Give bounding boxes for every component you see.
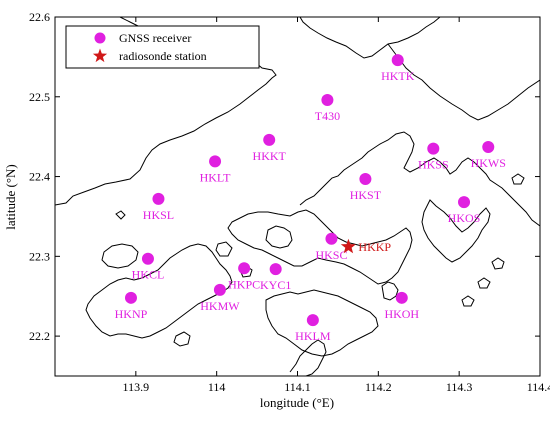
coastline-mawan <box>215 241 233 257</box>
y-tick-label: 22.4 <box>29 170 50 184</box>
gnss-marker-hkss <box>427 142 440 155</box>
gnss-marker-hksc <box>325 232 338 245</box>
gnss-marker-hkkt <box>263 133 276 146</box>
gnss-marker-kyc1 <box>269 263 282 276</box>
gnss-marker-t430 <box>321 93 334 106</box>
coastline-lamma <box>289 339 327 376</box>
radiosonde-marker-hkkp <box>340 238 356 254</box>
coastline-north <box>299 17 441 59</box>
gnss-label-t430: T430 <box>315 109 340 123</box>
gnss-label-hkkt: HKKT <box>253 149 287 163</box>
coastline-east-island-b <box>477 277 491 289</box>
coastline-airport <box>101 243 139 269</box>
gnss-label-hkws: HKWS <box>471 156 506 170</box>
x-axis-title: longitude (°E) <box>260 395 334 410</box>
gnss-marker-hklt <box>209 155 222 168</box>
coastline-tsing-yi <box>265 225 293 249</box>
gnss-marker-hkcl <box>141 252 154 265</box>
gnss-marker-hkws <box>482 141 495 154</box>
stations-layer: HKTK T430 HKKT HKLT HKSS HKWS HKST HKSL HKOS HKSC… <box>115 54 506 343</box>
coastlines <box>55 17 540 376</box>
gnss-label-hkmw: HKMW <box>200 299 240 313</box>
gnss-label-hkst: HKST <box>350 188 382 202</box>
plot-frame <box>54 16 541 377</box>
gnss-label-hktk: HKTK <box>381 69 415 83</box>
x-tick-label: 114.3 <box>446 380 473 394</box>
coastline-cheung-chau <box>173 331 191 347</box>
gnss-label-kyc1: KYC1 <box>260 278 291 292</box>
gnss-marker-hksl <box>152 192 165 205</box>
legend: GNSS receiver radiosonde station <box>65 25 260 69</box>
coastline-saikung <box>421 199 491 263</box>
gnss-label-hkcl: HKCL <box>132 268 165 282</box>
x-tick-label: 114.4 <box>527 380 550 394</box>
y-tick-label: 22.5 <box>29 90 50 104</box>
coastline-northeast <box>387 43 540 121</box>
gnss-marker-hktk <box>391 54 404 67</box>
gnss-marker-hkoh <box>395 291 408 304</box>
coastline-west-isle <box>115 210 126 220</box>
y-axis-title: latitude (°N) <box>3 164 18 229</box>
coastline-kowloon <box>227 209 413 285</box>
gnss-label-hklm: HKLM <box>295 329 331 343</box>
x-tick-label: 114.2 <box>365 380 392 394</box>
gnss-marker-hkmw <box>213 283 226 296</box>
y-tick-label: 22.6 <box>29 10 50 24</box>
gnss-label-hksc: HKSC <box>315 248 347 262</box>
coastline-southeast-isles <box>381 281 399 301</box>
legend-radiosonde-marker <box>92 48 108 63</box>
gnss-marker-hklm <box>306 314 319 327</box>
gnss-label-hknp: HKNP <box>115 307 148 321</box>
y-tick-label: 22.2 <box>29 329 50 343</box>
coastline-lantau <box>85 243 233 339</box>
axes: 113.9 114 114.1 114.2 114.3 114.4 22.2 22.3 22.4… <box>29 10 550 394</box>
radiosonde-label-hkkp: HKKP <box>358 240 391 254</box>
coastline-tolo <box>299 131 540 227</box>
coastline-east-island-a <box>491 257 505 270</box>
y-tick-label: 22.3 <box>29 249 50 263</box>
gnss-marker-hkst <box>359 172 372 185</box>
coastline-hk-island <box>265 289 379 357</box>
legend-gnss-marker <box>94 32 106 44</box>
gnss-label-hksl: HKSL <box>143 208 174 222</box>
legend-radiosonde-label: radiosonde station <box>119 49 207 63</box>
gnss-marker-hkos <box>458 196 471 209</box>
gnss-label-hkpc: HKPC <box>228 277 260 291</box>
x-tick-label: 114 <box>208 380 226 394</box>
x-tick-label: 113.9 <box>123 380 150 394</box>
coastline-east-island-d <box>511 173 525 185</box>
coastline-east-island-c <box>461 295 475 307</box>
legend-gnss-label: GNSS receiver <box>119 31 191 45</box>
gnss-label-hkos: HKOS <box>448 211 481 225</box>
gnss-label-hkss: HKSS <box>418 158 449 172</box>
gnss-marker-hkpc <box>238 262 251 275</box>
gnss-marker-hknp <box>124 291 137 304</box>
gnss-label-hklt: HKLT <box>200 170 232 184</box>
gnss-label-hkoh: HKOH <box>384 307 419 321</box>
x-tick-label: 114.1 <box>284 380 311 394</box>
